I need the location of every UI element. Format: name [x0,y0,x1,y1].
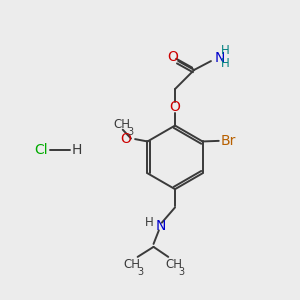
Text: H: H [221,44,230,57]
Text: H: H [145,216,154,229]
Text: O: O [169,100,181,114]
Text: H: H [72,143,82,157]
Text: H: H [221,57,230,70]
Text: O: O [120,132,131,146]
Text: CH: CH [114,118,131,131]
Text: Cl: Cl [34,143,48,157]
Text: 3: 3 [178,268,184,278]
Text: N: N [156,219,166,233]
Text: 3: 3 [137,268,143,278]
Text: CH: CH [124,258,141,271]
Text: O: O [167,50,178,64]
Text: Br: Br [220,134,236,148]
Text: CH: CH [165,258,182,271]
Text: N: N [215,51,225,65]
Text: 3: 3 [127,127,133,137]
